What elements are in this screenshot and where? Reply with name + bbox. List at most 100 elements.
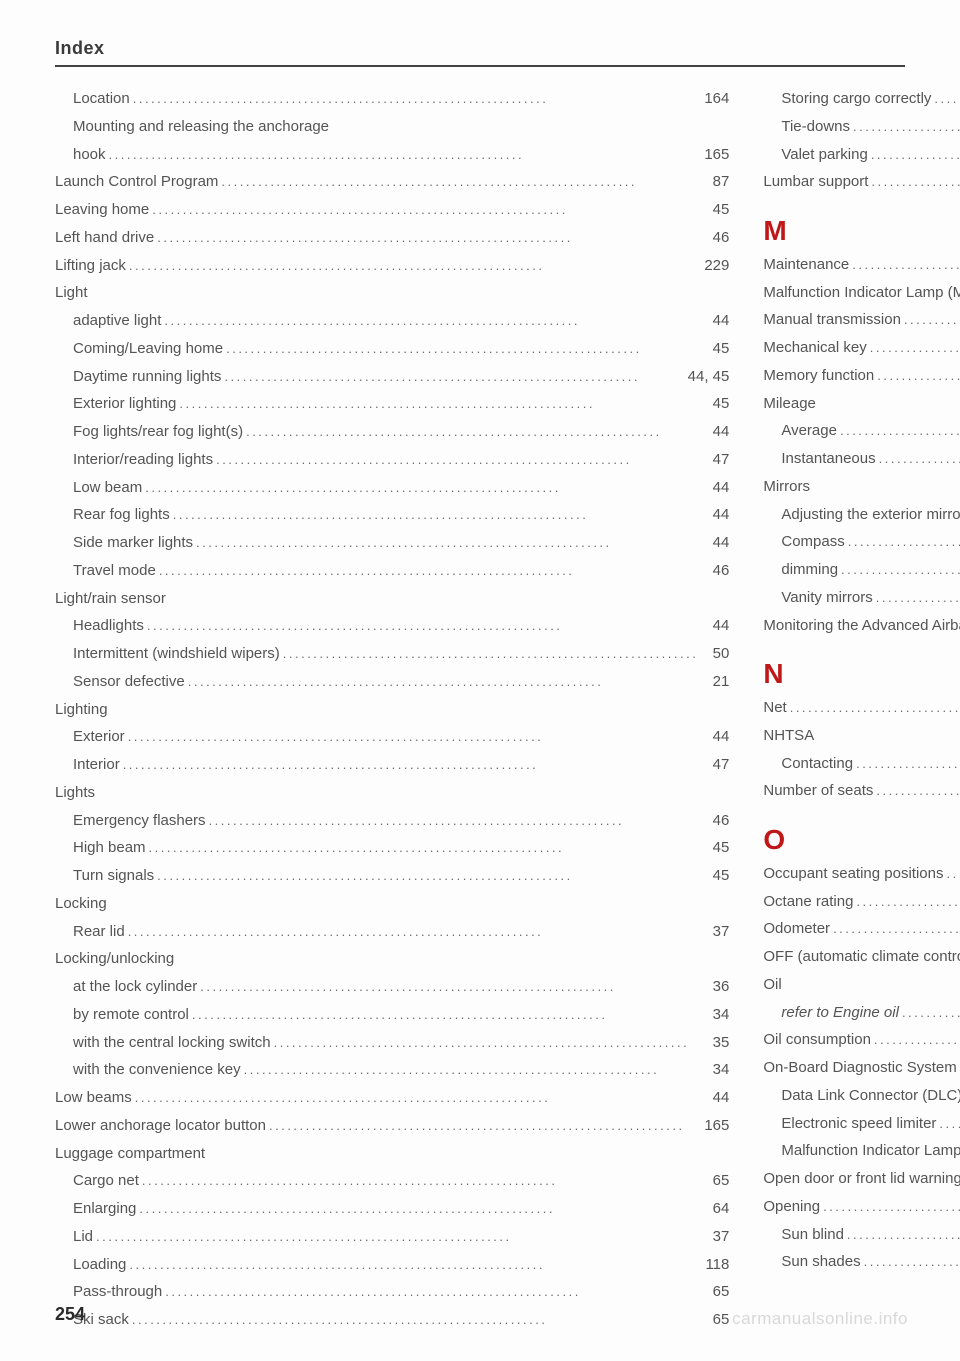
entry-label: Opening [763,1193,820,1221]
entry-page: 44 [701,501,729,529]
entry-label: Instantaneous [781,445,875,473]
leader-dots [868,170,960,194]
entry-page: 50 [701,640,729,668]
index-entry: Malfunction Indicator Lamp (MIL)29 [763,1137,960,1165]
entry-label: Malfunction Indicator Lamp (MIL) [763,279,960,307]
index-columns: Location164Mounting and releasing the an… [55,85,905,1334]
entry-label: Headlights [73,612,144,640]
index-entry: Vanity mirrors49 [763,584,960,612]
entry-label: Rear lid [73,918,125,946]
index-entry: Launch Control Program87 [55,168,729,196]
leader-dots [943,862,960,886]
entry-page: 65 [701,1278,729,1306]
entry-label: adaptive light [73,307,161,335]
leader-dots [861,1250,960,1274]
index-entry: Memory function58 [763,362,960,390]
entry-page: 44 [701,723,729,751]
leader-dots [820,1195,960,1219]
index-group: Locking [55,890,729,918]
leader-dots [136,1197,701,1221]
index-entry: Opening31 [763,1193,960,1221]
entry-label: Exterior lighting [73,390,176,418]
entry-label: Octane rating [763,888,853,916]
entry-label: Data Link Connector (DLC) [781,1082,960,1110]
entry-label: Mounting and releasing the anchorage [73,113,329,141]
page-header: Index [55,38,905,67]
entry-label: dimming [781,556,838,584]
leader-dots [125,725,702,749]
entry-label: Malfunction Indicator Lamp (MIL) [781,1137,960,1165]
entry-page: 44, 45 [688,363,730,391]
entry-label: Locking [55,890,107,918]
index-entry: Loading118 [55,1251,729,1279]
leader-dots [93,1225,701,1249]
entry-label: Location [73,85,130,113]
index-group: Mileage [763,390,960,418]
watermark: carmanualsonline.info [732,1309,908,1329]
index-entry: Data Link Connector (DLC)29 [763,1082,960,1110]
entry-page: 65 [701,1306,729,1334]
entry-label: Mechanical key [763,334,866,362]
entry-label: Fog lights/rear fog light(s) [73,418,243,446]
entry-label: Lid [73,1223,93,1251]
entry-page: 45 [701,862,729,890]
entry-label: Light [55,279,88,307]
entry-page: 37 [701,1223,729,1251]
leader-dots [221,365,687,389]
section-letter: O [763,825,960,856]
entry-label: Memory function [763,362,874,390]
entry-label: Enlarging [73,1195,136,1223]
leader-dots [243,420,701,444]
leader-dots [845,530,960,554]
leader-dots [830,917,960,941]
entry-label: NHTSA [763,722,814,750]
index-entry: Low beam44 [55,474,729,502]
entry-label: Sun blind [781,1221,844,1249]
index-entry: Intermittent (windshield wipers) 50 [55,640,729,668]
entry-label: Monitoring the Advanced Airbag System [763,612,960,640]
index-entry: Mechanical key32, 33 [763,334,960,362]
index-entry: Exterior lighting45 [55,390,729,418]
entry-page: 44 [701,474,729,502]
index-entry: with the central locking switch35 [55,1029,729,1057]
index-group: NHTSA [763,722,960,750]
entry-label: Maintenance [763,251,849,279]
entry-label: Odometer [763,915,830,943]
index-entry: Headlights 44 [55,612,729,640]
entry-label: Pass-through [73,1278,162,1306]
index-entry: by remote control34 [55,1001,729,1029]
entry-label: Mileage [763,390,816,418]
index-entry: at the lock cylinder36 [55,973,729,1001]
leader-dots [850,115,960,139]
leader-dots [868,143,960,167]
leader-dots [873,779,960,803]
index-entry: Lid 37 [55,1223,729,1251]
leader-dots [873,586,960,610]
entry-label: Intermittent (windshield wipers) [73,640,280,668]
entry-label: refer to Engine oil [781,999,899,1027]
leader-dots [849,253,960,277]
index-entry: Coming/Leaving home45 [55,335,729,363]
leader-dots [271,1031,702,1055]
index-entry: Manual transmission82 [763,306,960,334]
entry-page: 47 [701,446,729,474]
index-entry: Tie-downs65, 119 [763,113,960,141]
entry-page: 34 [701,1056,729,1084]
index-entry: Compass52 [763,528,960,556]
leader-dots [126,254,701,278]
index-group: Mirrors [763,473,960,501]
entry-label: Locking/unlocking [55,945,174,973]
entry-label: by remote control [73,1001,189,1029]
index-entry: Ski sack65 [55,1306,729,1334]
entry-label: Lights [55,779,95,807]
entry-label: Cargo net [73,1167,139,1195]
leader-dots [874,364,960,388]
index-entry: OFF (automatic climate control)69 [763,943,960,971]
entry-page: 46 [701,224,729,252]
entry-label: Adjusting the exterior mirrors [781,501,960,529]
index-group: Luggage compartment [55,1140,729,1168]
index-entry: Electronic speed limiter29 [763,1110,960,1138]
entry-label: Leaving home [55,196,149,224]
entry-page: 44 [701,612,729,640]
entry-label: Number of seats [763,777,873,805]
